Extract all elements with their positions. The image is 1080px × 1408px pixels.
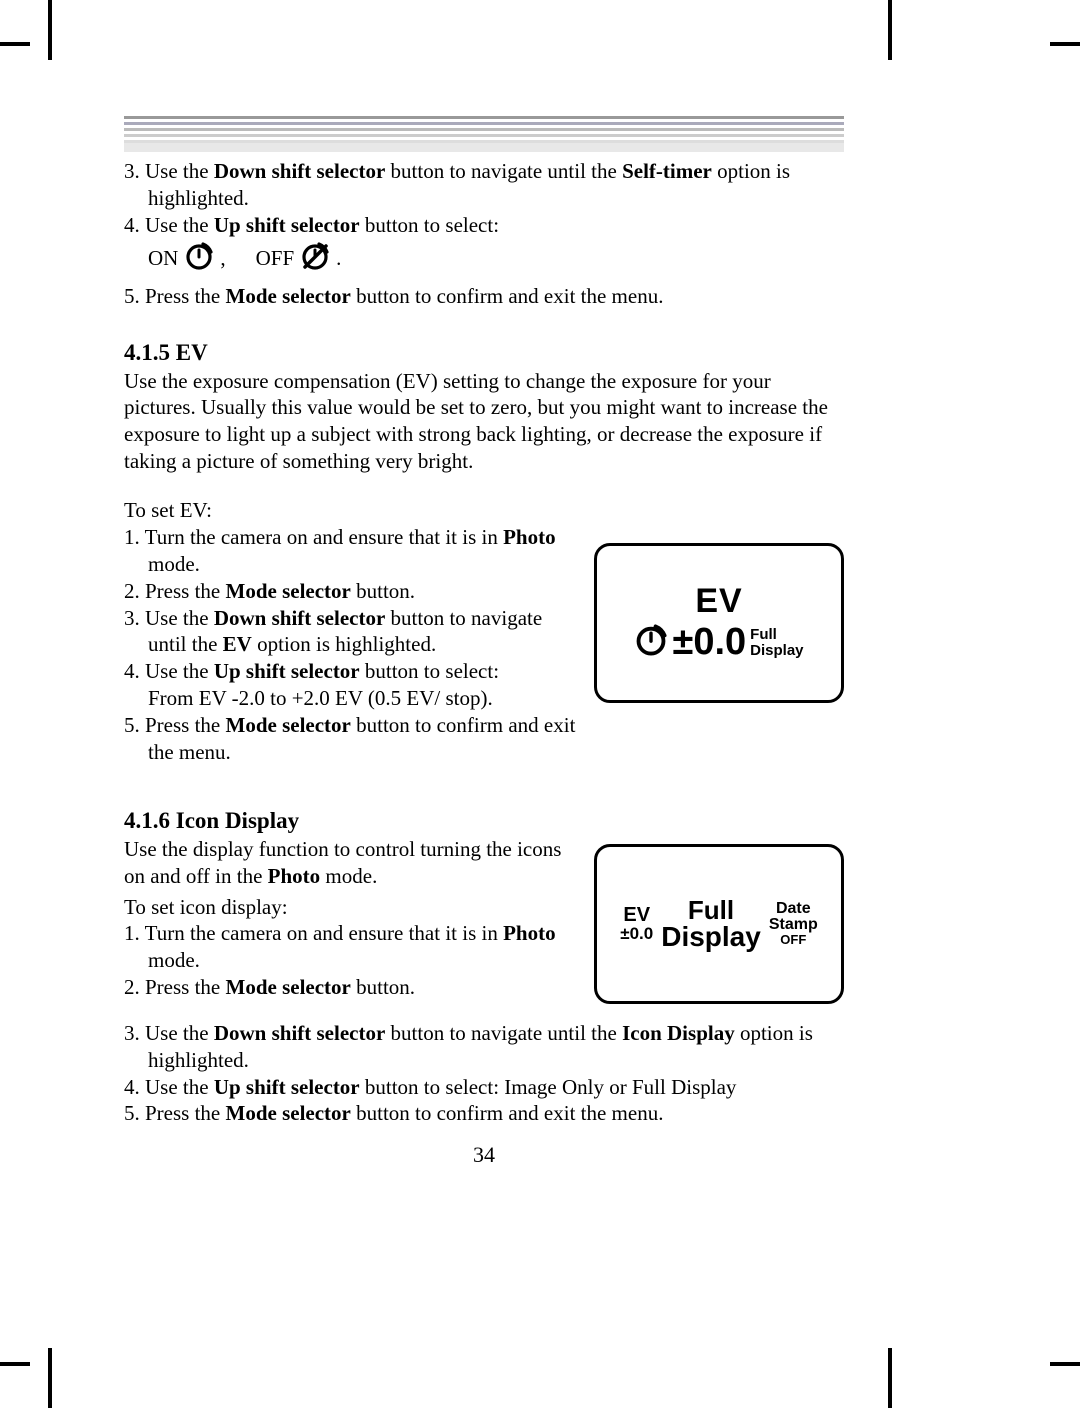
section-divider [124,116,844,152]
ev-step-5: 5. Press the Mode selector button to con… [124,712,576,766]
icon-lcd-preview: EV ±0.0 Full Display Date Stamp OFF [594,844,844,1004]
ev-lcd-value: ±0.0 [672,621,746,664]
step-3: 3. Use the Down shift selector button to… [124,158,844,212]
icon-intro: Use the display function to control turn… [124,836,576,890]
icon-lcd-left: EV ±0.0 [620,905,653,942]
icon-step-1: 1. Turn the camera on and ensure that it… [124,920,576,974]
self-timer-icon [634,623,668,662]
ev-intro: Use the exposure compensation (EV) setti… [124,368,844,476]
ev-lcd-title: EV [695,582,742,621]
on-label: ON [148,246,178,271]
ev-lcd-preview: EV ±0.0 FullDisplay [594,543,844,703]
self-timer-off-icon [300,241,330,277]
icon-lcd-right: Date Stamp OFF [769,901,818,946]
comma: , [220,246,225,271]
icon-lcd-mid: Full Display [661,897,761,951]
ev-step-3: 3. Use the Down shift selector button to… [124,605,576,659]
ev-step-2: 2. Press the Mode selector button. [124,578,576,605]
period: . [336,246,341,271]
self-timer-steps-continued: 3. Use the Down shift selector button to… [124,158,844,239]
on-off-options: ON , OFF . [124,241,844,277]
step-5: 5. Press the Mode selector button to con… [124,283,844,310]
icon-steps-part2: 3. Use the Down shift selector button to… [124,1020,844,1128]
heading-icon-display: 4.1.6 Icon Display [124,808,844,834]
off-label: OFF [256,246,295,271]
step-4: 4. Use the Up shift selector button to s… [124,212,844,239]
heading-ev: 4.1.5 EV [124,340,844,366]
ev-toset: To set EV: [124,497,576,524]
icon-step-4: 4. Use the Up shift selector button to s… [124,1074,844,1101]
ev-steps: 1. Turn the camera on and ensure that it… [124,524,576,766]
icon-step-2: 2. Press the Mode selector button. [124,974,576,1001]
icon-steps-part1: 1. Turn the camera on and ensure that it… [124,920,576,1001]
icon-step-5: 5. Press the Mode selector button to con… [124,1100,844,1127]
self-timer-on-icon [184,241,214,277]
self-timer-step5: 5. Press the Mode selector button to con… [124,283,844,310]
ev-step-1: 1. Turn the camera on and ensure that it… [124,524,576,578]
page-number: 34 [124,1141,844,1169]
icon-toset: To set icon display: [124,894,576,921]
ev-step-4: 4. Use the Up shift selector button to s… [124,658,576,712]
icon-step-3: 3. Use the Down shift selector button to… [124,1020,844,1074]
ev-lcd-side: FullDisplay [750,627,803,659]
